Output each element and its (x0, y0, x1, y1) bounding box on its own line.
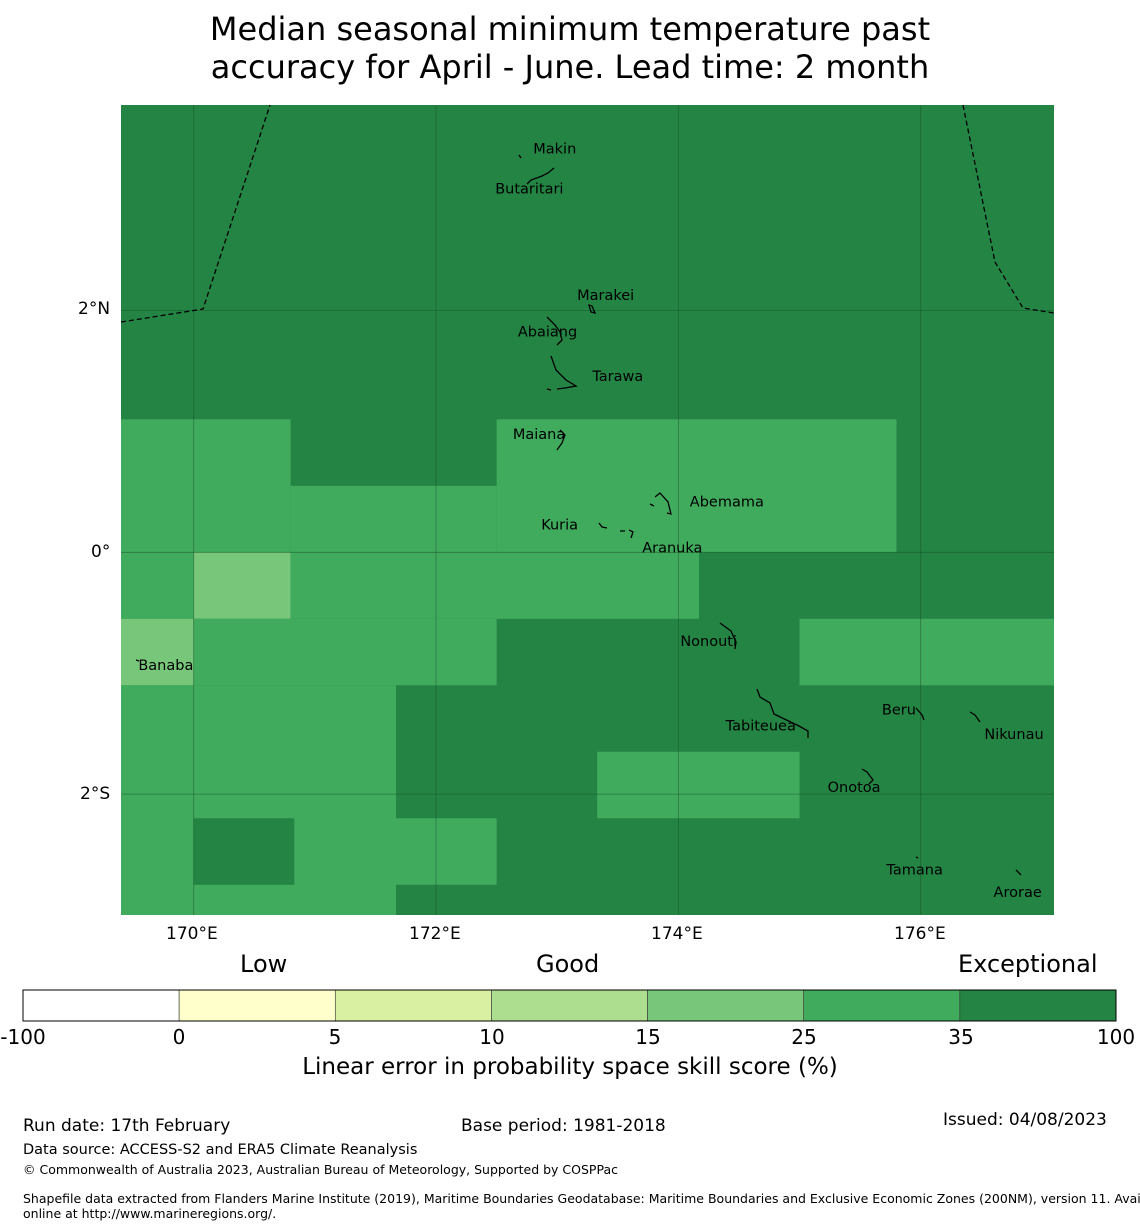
coast-onotoa (861, 768, 874, 785)
island-label-onotoa: Onotoa (828, 780, 881, 796)
skill-cell (193, 552, 291, 619)
colorbar-tick: 5 (328, 1025, 342, 1049)
colorbar-bin (803, 989, 961, 1022)
chart-title: Median seasonal minimum temperature past… (0, 10, 1140, 86)
island-label-kuria: Kuria (541, 518, 578, 534)
colorbar-frame (22, 989, 1117, 1022)
colorbar-tick: 25 (791, 1025, 817, 1049)
run-date: Run date: 17th February (23, 1116, 231, 1136)
colorbar-bin (959, 989, 1117, 1022)
island-label-nikunau: Nikunau (984, 727, 1043, 743)
skill-cell (597, 751, 800, 819)
skill-cell (193, 818, 295, 885)
coast-abemama (649, 492, 672, 515)
skill-cells (121, 105, 1054, 915)
coast-arorae (1015, 869, 1022, 876)
island-label-abaiang: Abaiang (518, 324, 577, 340)
island-labels: Makin Butaritari Marakei Abaiang Tarawa Maian… (138, 142, 1043, 902)
island-label-banaba: Banaba (138, 658, 193, 674)
x-tick-label: 172°E (409, 924, 461, 944)
skill-cell (290, 552, 699, 619)
skill-cell (290, 485, 497, 553)
coast-nikunau (969, 711, 981, 723)
skill-cell (193, 618, 497, 686)
x-tick-label: 174°E (651, 924, 703, 944)
title-line-1: Median seasonal minimum temperature past (209, 10, 931, 48)
y-tick-label: 2°N (78, 299, 111, 319)
island-label-marakei: Marakei (577, 288, 634, 304)
island-label-tabiteuea: Tabiteuea (725, 718, 796, 734)
island-label-tarawa: Tarawa (591, 369, 643, 385)
coast-marakei (588, 303, 597, 314)
colorbar-tick: 15 (635, 1025, 661, 1049)
skill-cell (121, 552, 194, 619)
colorbar-good-label: Good (536, 950, 600, 978)
colorbar-tick: -100 (0, 1025, 46, 1049)
colorbar-low-label: Low (240, 950, 288, 978)
copyright: © Commonwealth of Australia 2023, Austra… (23, 1162, 618, 1177)
colorbar-tick: 10 (479, 1025, 505, 1049)
y-tick-label: 0° (91, 542, 111, 562)
island-label-beru: Beru (882, 703, 916, 719)
coast-beru (915, 707, 925, 721)
colorbar-title: Linear error in probability space skill … (302, 1054, 838, 1080)
island-label-arorae: Arorae (994, 885, 1042, 901)
data-source: Data source: ACCESS-S2 and ERA5 Climate … (23, 1142, 418, 1158)
colorbar-tick: 0 (172, 1025, 186, 1049)
colorbar-bin (491, 989, 648, 1022)
x-tick-label: 170°E (166, 924, 218, 944)
skill-cell (396, 818, 497, 885)
coast-tamana (915, 856, 919, 859)
y-tick-label: 2°S (80, 784, 111, 804)
island-label-nonouti: Nonouti (680, 634, 737, 650)
eez-boundary-east (962, 104, 1055, 314)
x-tick-label: 176°E (894, 924, 946, 944)
title-line-2: accuracy for April - June. Lead time: 2 … (210, 48, 930, 86)
coast-nonouti (719, 622, 737, 650)
issued-date: Issued: 04/08/2023 (943, 1110, 1107, 1130)
island-label-aranuka: Aranuka (642, 541, 702, 557)
colorbar (22, 989, 1117, 1022)
coast-tarawa (546, 355, 578, 391)
colorbar-bin (22, 989, 180, 1022)
island-label-abemama: Abemama (690, 495, 764, 511)
shapefile-credit-line-1: Shapefile data extracted from Flanders M… (23, 1191, 1140, 1206)
skill-cell (496, 419, 897, 553)
coast-makin (518, 154, 522, 159)
colorbar-tick: 35 (948, 1025, 974, 1049)
colorbar-bin (334, 989, 492, 1022)
skill-cell (799, 618, 1054, 686)
coast-tabiteuea (756, 688, 809, 738)
skill-cell (121, 618, 194, 686)
colorbar-bin (647, 989, 805, 1022)
coast-kuria (598, 522, 625, 532)
colorbar-tick: 100 (1096, 1025, 1136, 1049)
coast-maiana (556, 429, 566, 451)
coast-aranuka (628, 529, 634, 539)
base-period: Base period: 1981-2018 (461, 1116, 666, 1136)
island-label-tamana: Tamana (885, 862, 942, 878)
island-coastlines (135, 154, 1022, 876)
eez-boundary-west (120, 104, 271, 323)
island-label-maiana: Maiana (513, 427, 565, 443)
coast-banaba (135, 659, 140, 662)
island-label-butaritari: Butaritari (495, 182, 563, 198)
eez-boundaries (120, 104, 1055, 323)
colorbar-exceptional-label: Exceptional (958, 950, 1098, 978)
graticule (121, 105, 1054, 915)
colorbar-bin (178, 989, 336, 1022)
coast-abaiang (546, 316, 563, 346)
shapefile-credit-line-2: online at http://www.marineregions.org/. (23, 1206, 277, 1221)
coast-butaritari (526, 167, 555, 185)
island-label-makin: Makin (533, 142, 576, 158)
skill-cell (121, 419, 291, 553)
